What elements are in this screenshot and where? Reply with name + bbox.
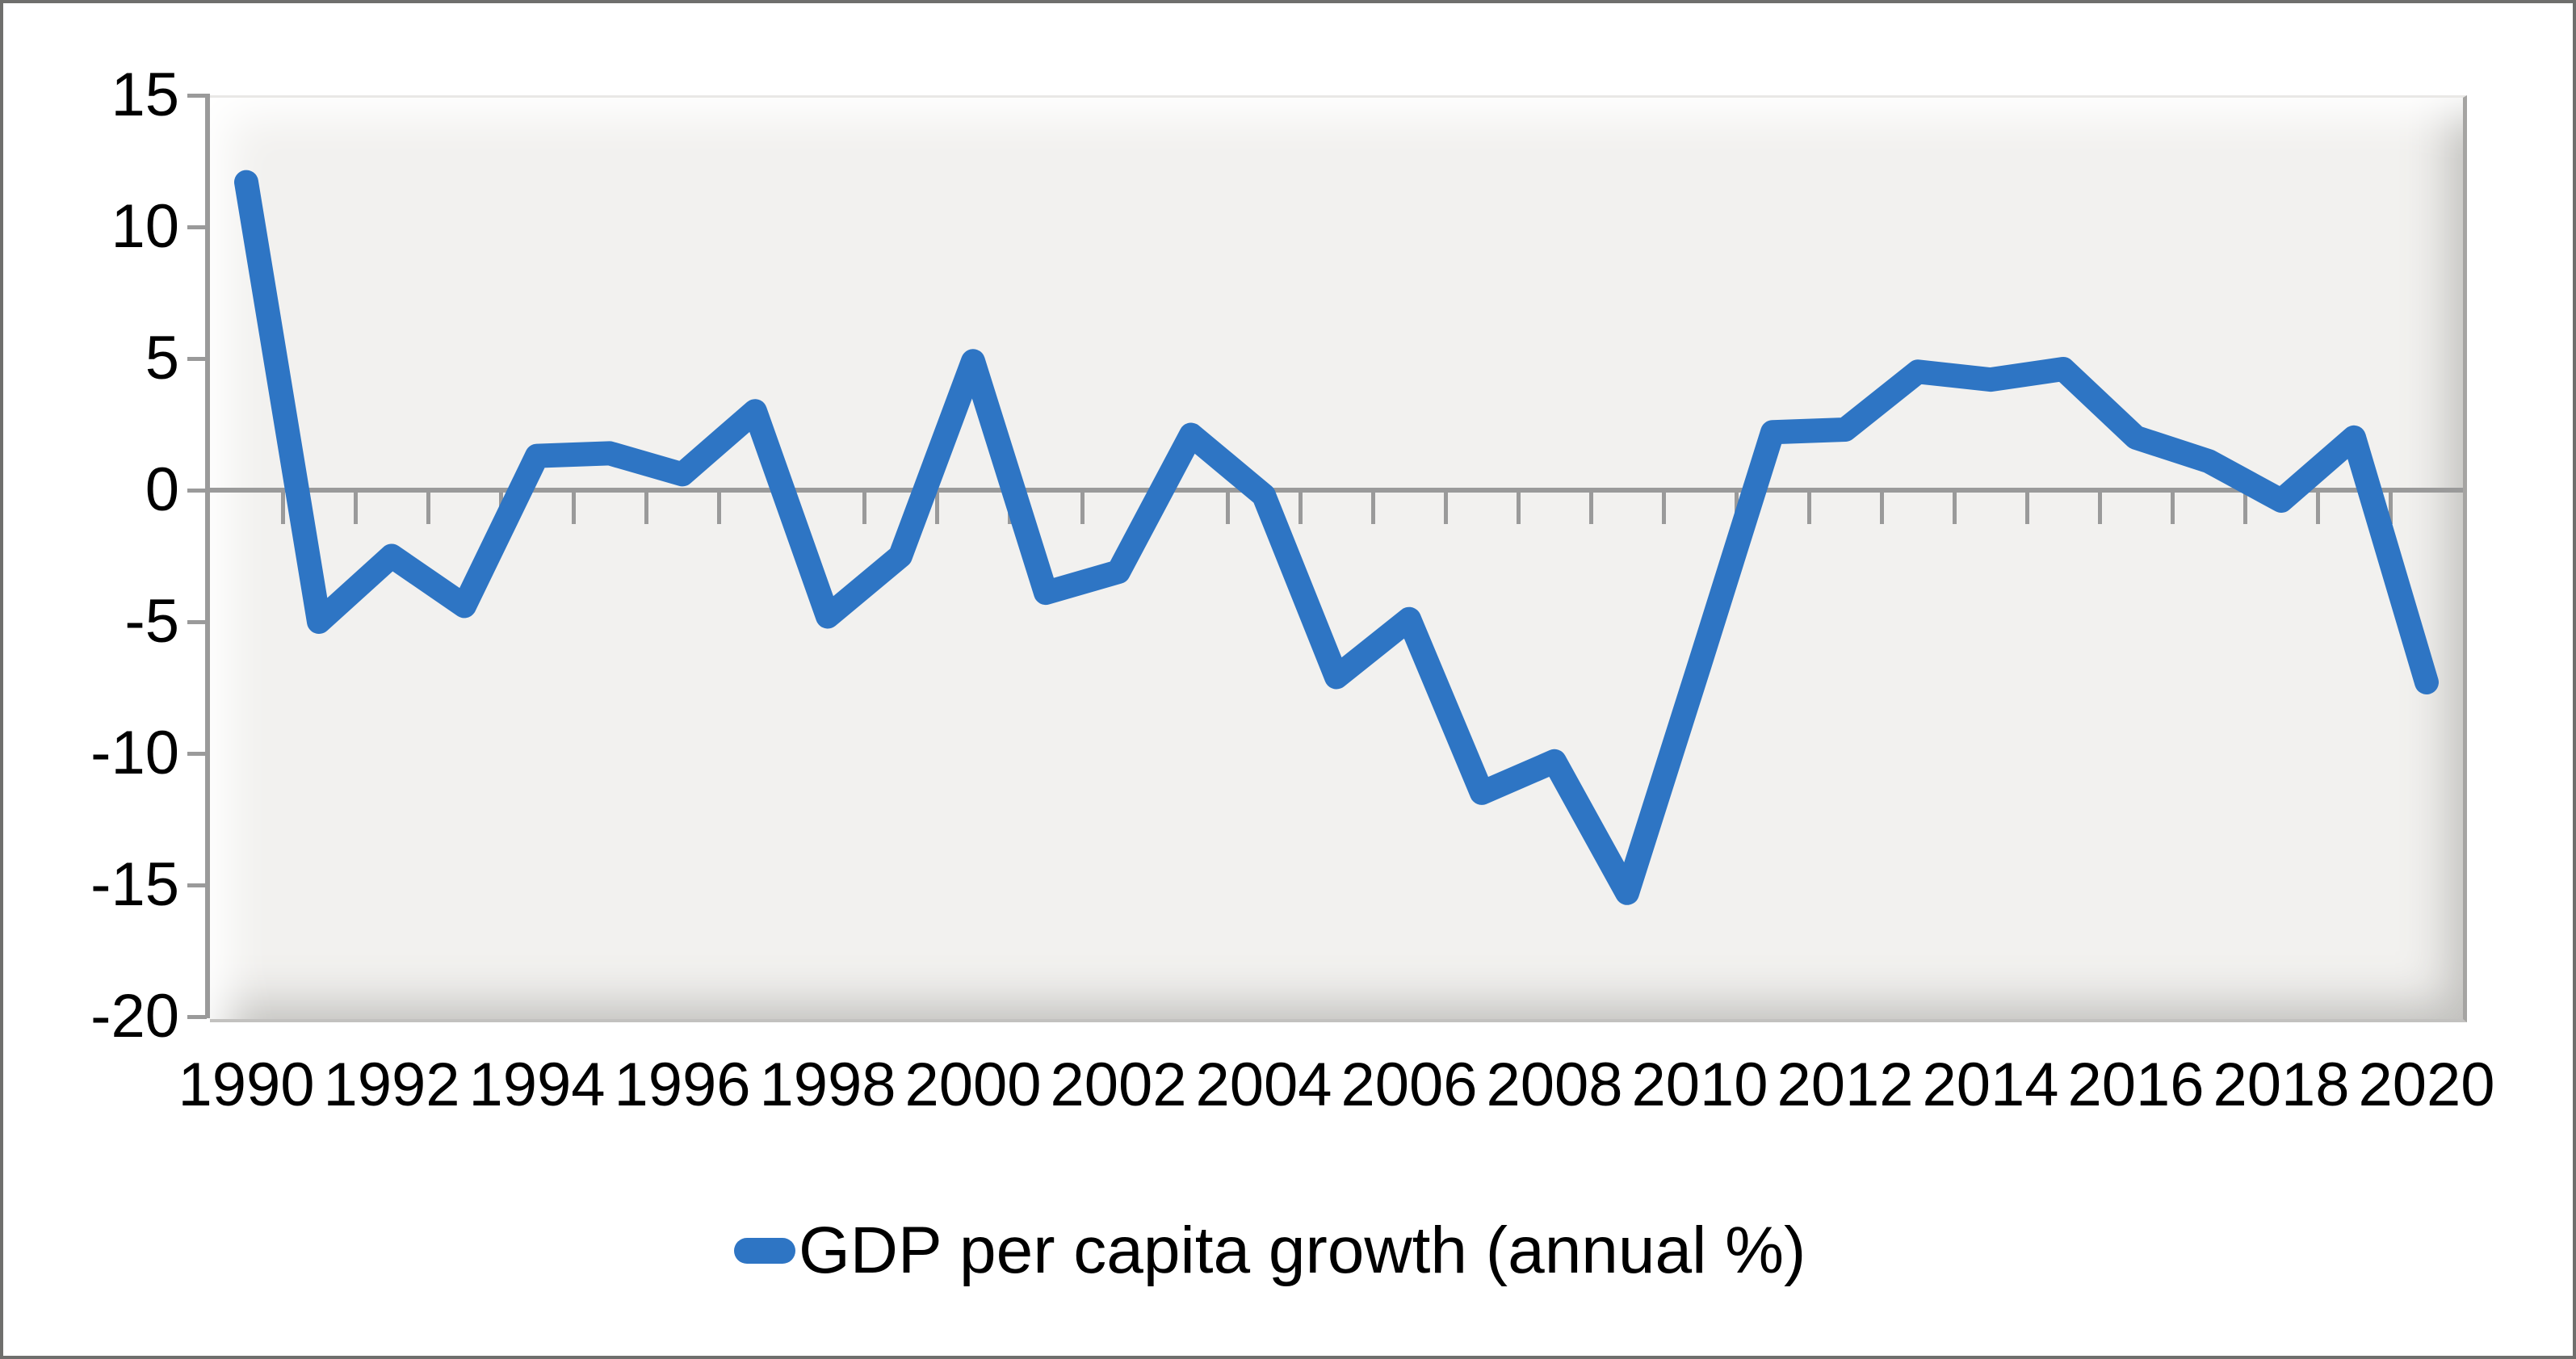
y-tick-label: 15: [111, 61, 179, 129]
y-axis-tick: [187, 356, 207, 361]
x-tick-label: 2018: [2213, 1051, 2350, 1119]
x-tick-label: 2010: [1631, 1051, 1768, 1119]
x-axis-tick: [1007, 490, 1012, 524]
y-axis-tick: [187, 883, 207, 887]
x-axis-tick: [1952, 490, 1957, 524]
x-axis-tick: [644, 490, 648, 524]
x-axis-tick: [934, 490, 939, 524]
y-axis-tick: [187, 751, 207, 756]
x-axis-tick: [1734, 490, 1739, 524]
x-tick-label: 1992: [323, 1051, 460, 1119]
zero-gridline: [205, 488, 2463, 493]
x-axis-tick: [426, 490, 430, 524]
x-axis-tick: [1298, 490, 1303, 524]
x-axis-tick: [1661, 490, 1666, 524]
legend-line-swatch: [734, 1238, 795, 1264]
legend: GDP per capita growth (annual %): [734, 1212, 1806, 1290]
y-axis-tick: [187, 619, 207, 624]
x-tick-label: 2008: [1486, 1051, 1623, 1119]
x-axis-tick: [2024, 490, 2029, 524]
x-axis-tick: [2388, 490, 2393, 524]
x-axis-tick: [1806, 490, 1811, 524]
x-tick-label: 2004: [1195, 1051, 1332, 1119]
x-axis-tick: [1588, 490, 1593, 524]
x-axis-tick: [716, 490, 721, 524]
x-tick-label: 2016: [2067, 1051, 2205, 1119]
x-tick-label: 2014: [1922, 1051, 2059, 1119]
x-axis-tick: [1443, 490, 1448, 524]
y-axis-tick: [187, 488, 207, 493]
x-axis-tick: [353, 490, 358, 524]
y-tick-label: -15: [90, 850, 179, 919]
x-axis-tick: [2170, 490, 2175, 524]
x-tick-label: 2006: [1340, 1051, 1478, 1119]
x-tick-label: 1998: [759, 1051, 896, 1119]
y-tick-label: 0: [145, 455, 179, 524]
x-tick-label: 1994: [468, 1051, 606, 1119]
y-tick-label: 5: [145, 324, 179, 392]
x-tick-label: 2002: [1050, 1051, 1187, 1119]
x-tick-label: 1990: [178, 1051, 315, 1119]
x-axis-tick: [2097, 490, 2102, 524]
y-tick-label: -10: [90, 719, 179, 787]
y-axis-tick: [187, 224, 207, 229]
legend-label: GDP per capita growth (annual %): [799, 1214, 1806, 1287]
x-axis-tick: [1225, 490, 1230, 524]
x-axis-tick: [789, 490, 794, 524]
x-tick-label: 2000: [904, 1051, 1042, 1119]
y-axis-tick: [187, 1014, 207, 1019]
x-tick-label: 2020: [2358, 1051, 2495, 1119]
x-axis-tick: [280, 490, 285, 524]
x-axis-tick: [2315, 490, 2320, 524]
y-axis-tick: [187, 93, 207, 98]
x-axis-tick: [498, 490, 503, 524]
x-tick-label: 1996: [614, 1051, 751, 1119]
x-axis-tick: [1370, 490, 1375, 524]
x-axis-tick: [2242, 490, 2247, 524]
x-axis-tick: [1152, 490, 1157, 524]
y-tick-label: -20: [90, 982, 179, 1051]
x-axis-tick: [1080, 490, 1085, 524]
x-tick-label: 2012: [1777, 1051, 1914, 1119]
y-tick-label: 10: [111, 192, 179, 261]
y-axis-line: [205, 94, 210, 1018]
x-axis-tick: [862, 490, 866, 524]
x-axis-tick: [1516, 490, 1521, 524]
x-axis-tick: [1879, 490, 1884, 524]
plot-area: [210, 95, 2467, 1022]
y-tick-label: -5: [124, 587, 179, 656]
x-axis-tick: [571, 490, 576, 524]
